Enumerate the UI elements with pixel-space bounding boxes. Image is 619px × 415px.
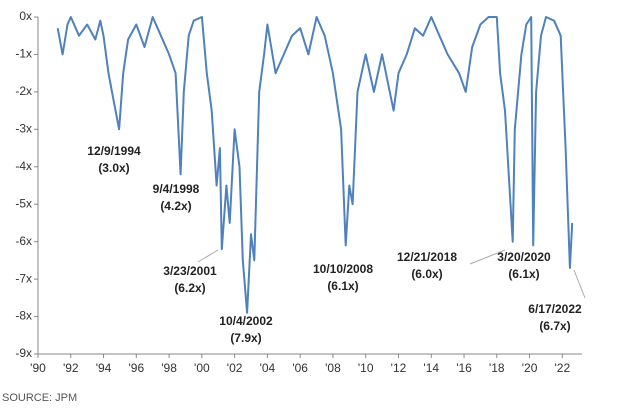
annotation-date: 10/4/2002 <box>219 314 273 328</box>
annotation-date: 12/21/2018 <box>397 250 457 264</box>
x-tick-label: '14 <box>423 361 439 375</box>
annotation-date: 6/17/2022 <box>528 302 582 316</box>
y-tick-label: -3x <box>15 122 32 136</box>
x-tick-label: '12 <box>391 361 407 375</box>
y-tick-label: -1x <box>15 47 32 61</box>
x-tick-label: '90 <box>30 361 46 375</box>
annotation-value: (3.0x) <box>98 161 129 175</box>
annotation-date: 3/20/2020 <box>497 250 551 264</box>
source: SOURCE: JPM <box>2 392 77 404</box>
annotation-value: (7.9x) <box>230 331 261 345</box>
annotation-date: 9/4/1998 <box>153 182 200 196</box>
x-tick-label: '92 <box>63 361 79 375</box>
y-tick-label: -2x <box>15 84 32 98</box>
y-tick-label: 0x <box>19 9 32 23</box>
annotation-date: 3/23/2001 <box>163 264 217 278</box>
y-tick-label: -5x <box>15 196 32 210</box>
x-tick-label: '16 <box>456 361 472 375</box>
annotation-value: (6.0x) <box>411 267 442 281</box>
x-tick-label: '08 <box>325 361 341 375</box>
y-tick-label: -8x <box>15 309 32 323</box>
y-tick-label: -4x <box>15 159 32 173</box>
leader-line <box>573 269 586 299</box>
leader-line <box>469 249 506 265</box>
x-tick-label: '18 <box>489 361 505 375</box>
annotation-value: (6.1x) <box>508 267 539 281</box>
y-tick-label: -9x <box>15 346 32 360</box>
annotation-value: (6.7x) <box>539 319 570 333</box>
annotation-date: 10/10/2008 <box>313 262 373 276</box>
annotation-value: (6.1x) <box>327 279 358 293</box>
x-tick-label: '20 <box>522 361 538 375</box>
x-tick-label: '10 <box>358 361 374 375</box>
x-tick-label: '94 <box>96 361 112 375</box>
annotation-date: 12/9/1994 <box>87 144 141 158</box>
x-tick-label: '98 <box>161 361 177 375</box>
x-tick-label: '06 <box>292 361 308 375</box>
y-tick-label: -6x <box>15 234 32 248</box>
y-tick-label: -7x <box>15 271 32 285</box>
x-tick-label: '96 <box>128 361 144 375</box>
leader-line <box>197 249 219 263</box>
x-tick-label: '04 <box>260 361 276 375</box>
annotation-value: (6.2x) <box>174 281 205 295</box>
x-tick-label: '02 <box>227 361 243 375</box>
line <box>56 16 574 314</box>
x-tick-label: '00 <box>194 361 210 375</box>
x-tick-label: '22 <box>555 361 571 375</box>
annotation-value: (4.2x) <box>160 199 191 213</box>
